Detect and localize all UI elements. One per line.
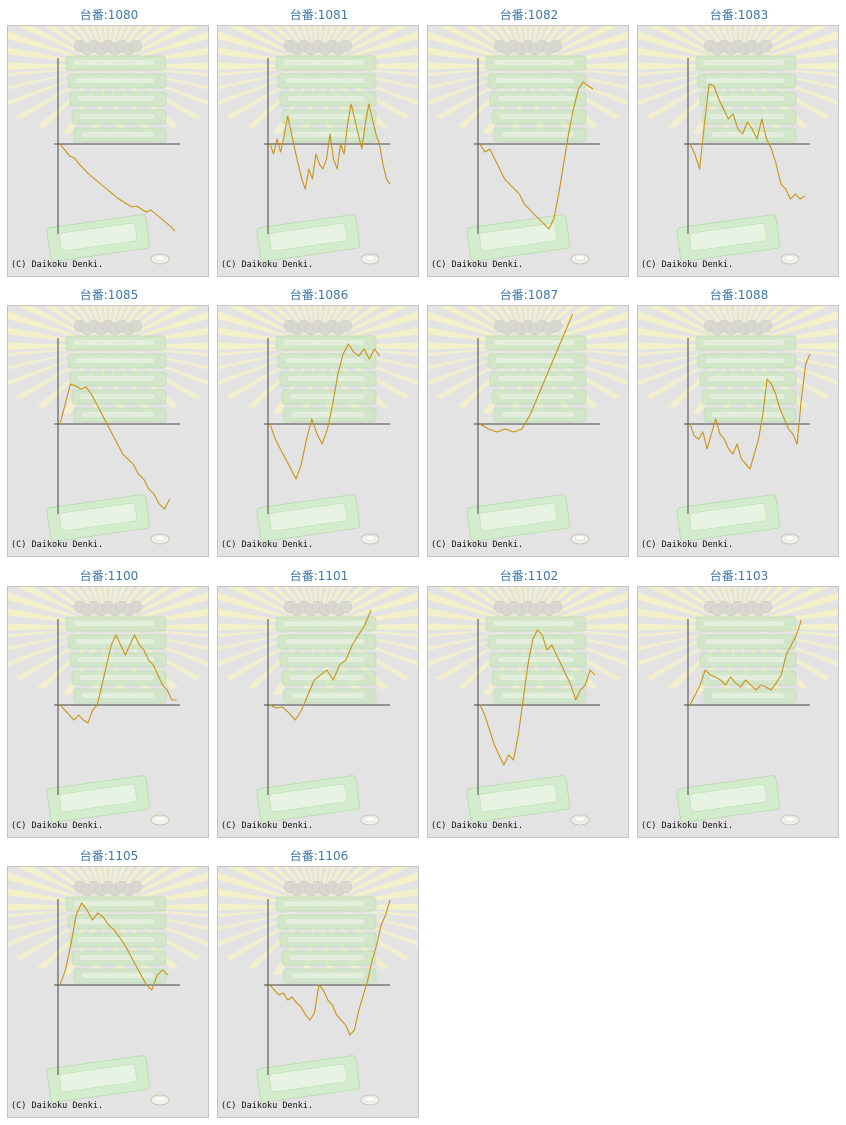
machine-number-link[interactable]: 台番:1080 (79, 8, 139, 22)
background-art (428, 587, 628, 826)
copyright-text: (C) Daikoku Denki. (11, 821, 104, 831)
copyright-text: (C) Daikoku Denki. (641, 260, 734, 270)
slump-graph-svg (428, 587, 628, 826)
slump-graph-svg (8, 306, 208, 545)
slump-graph[interactable]: (C) Daikoku Denki. (217, 866, 419, 1118)
payout-line (59, 902, 169, 991)
background-art (8, 26, 208, 265)
copyright-text: (C) Daikoku Denki. (641, 821, 734, 831)
background-art (428, 26, 628, 265)
slump-graph[interactable]: (C) Daikoku Denki. (7, 305, 209, 557)
copyright-text: (C) Daikoku Denki. (641, 540, 734, 550)
machine-number-link[interactable]: 台番:1100 (79, 569, 139, 583)
copyright-text: (C) Daikoku Denki. (11, 1101, 104, 1111)
machine-chart-card: 台番:1082 (C) Daikoku Denki. (427, 7, 631, 277)
copyright-text: (C) Daikoku Denki. (11, 260, 104, 270)
machine-number-link[interactable]: 台番:1105 (79, 849, 139, 863)
slump-graph[interactable]: (C) Daikoku Denki. (427, 305, 629, 557)
slump-graph[interactable]: (C) Daikoku Denki. (637, 586, 839, 838)
payout-line (59, 143, 176, 232)
machine-number-link[interactable]: 台番:1085 (79, 288, 139, 302)
slump-graph[interactable]: (C) Daikoku Denki. (217, 305, 419, 557)
machine-chart-card: 台番:1106 (C) Daikoku Denki. (217, 848, 421, 1118)
slump-graph[interactable]: (C) Daikoku Denki. (217, 25, 419, 277)
machine-chart-card: 台番:1101 (C) Daikoku Denki. (217, 568, 421, 838)
copyright-text: (C) Daikoku Denki. (221, 1101, 314, 1111)
payout-line (269, 103, 391, 190)
slump-graph[interactable]: (C) Daikoku Denki. (217, 586, 419, 838)
payout-line (479, 313, 574, 433)
slump-graph-svg (8, 867, 208, 1106)
slump-graph-svg (218, 587, 418, 826)
slump-graph-svg (638, 26, 838, 265)
slump-graph-svg (218, 26, 418, 265)
background-art (638, 26, 838, 265)
slump-graph-svg (638, 306, 838, 545)
background-art (8, 867, 208, 1106)
machine-number-link[interactable]: 台番:1101 (289, 569, 349, 583)
slump-graph[interactable]: (C) Daikoku Denki. (7, 25, 209, 277)
machine-chart-card: 台番:1087 (C) Daikoku Denki. (427, 287, 631, 557)
machine-number-link[interactable]: 台番:1102 (499, 569, 559, 583)
payout-line (269, 609, 372, 721)
slump-graph[interactable]: (C) Daikoku Denki. (427, 25, 629, 277)
machine-number-link[interactable]: 台番:1083 (709, 8, 769, 22)
machine-chart-card: 台番:1080 (C) Daikoku Denki. (7, 7, 211, 277)
copyright-text: (C) Daikoku Denki. (11, 540, 104, 550)
payout-line (479, 629, 596, 766)
machine-number-link[interactable]: 台番:1082 (499, 8, 559, 22)
machine-chart-card: 台番:1083 (C) Daikoku Denki. (637, 7, 841, 277)
background-art (8, 587, 208, 826)
machine-chart-card: 台番:1105 (C) Daikoku Denki. (7, 848, 211, 1118)
machine-chart-card: 台番:1103 (C) Daikoku Denki. (637, 568, 841, 838)
background-art (638, 587, 838, 826)
copyright-text: (C) Daikoku Denki. (221, 260, 314, 270)
background-art (428, 306, 628, 545)
slump-graph[interactable]: (C) Daikoku Denki. (637, 305, 839, 557)
payout-line (59, 383, 171, 510)
background-art (218, 867, 418, 1106)
machine-number-link[interactable]: 台番:1086 (289, 288, 349, 302)
payout-line (269, 343, 381, 480)
slump-graph-svg (428, 306, 628, 545)
copyright-text: (C) Daikoku Denki. (221, 540, 314, 550)
slump-graph[interactable]: (C) Daikoku Denki. (7, 866, 209, 1118)
copyright-text: (C) Daikoku Denki. (431, 821, 524, 831)
background-art (8, 306, 208, 545)
machine-number-link[interactable]: 台番:1081 (289, 8, 349, 22)
payout-line (689, 353, 811, 470)
machine-number-link[interactable]: 台番:1088 (709, 288, 769, 302)
slump-graph-svg (8, 587, 208, 826)
background-art (218, 587, 418, 826)
machine-number-link[interactable]: 台番:1087 (499, 288, 559, 302)
payout-line (59, 634, 177, 724)
slump-graph-svg (428, 26, 628, 265)
slump-graph[interactable]: (C) Daikoku Denki. (637, 25, 839, 277)
copyright-text: (C) Daikoku Denki. (431, 260, 524, 270)
payout-line (689, 83, 806, 200)
slump-graph[interactable]: (C) Daikoku Denki. (427, 586, 629, 838)
copyright-text: (C) Daikoku Denki. (431, 540, 524, 550)
machine-chart-card: 台番:1102 (C) Daikoku Denki. (427, 568, 631, 838)
background-art (638, 306, 838, 545)
slump-graph[interactable]: (C) Daikoku Denki. (7, 586, 209, 838)
machine-chart-card: 台番:1085 (C) Daikoku Denki. (7, 287, 211, 557)
payout-line (689, 619, 802, 706)
machine-chart-card: 台番:1086 (C) Daikoku Denki. (217, 287, 421, 557)
slump-graph-svg (8, 26, 208, 265)
machine-chart-card: 台番:1081 (C) Daikoku Denki. (217, 7, 421, 277)
machine-chart-card: 台番:1088 (C) Daikoku Denki. (637, 287, 841, 557)
slump-graph-svg (218, 867, 418, 1106)
machine-number-link[interactable]: 台番:1106 (289, 849, 349, 863)
copyright-text: (C) Daikoku Denki. (221, 821, 314, 831)
machine-chart-card: 台番:1100 (C) Daikoku Denki. (7, 568, 211, 838)
payout-line (269, 899, 391, 1036)
slump-graph-svg (638, 587, 838, 826)
background-art (218, 26, 418, 265)
payout-line (479, 81, 594, 230)
background-art (218, 306, 418, 545)
slump-graph-svg (218, 306, 418, 545)
machine-number-link[interactable]: 台番:1103 (709, 569, 769, 583)
